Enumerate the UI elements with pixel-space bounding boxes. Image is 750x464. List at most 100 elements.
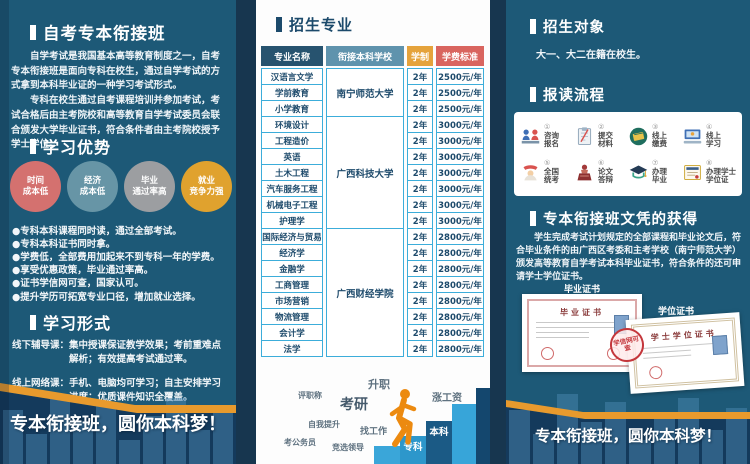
process-step: ⑧ 办理学士 学位证 [682, 154, 736, 190]
advantage-point: ●专科本科证书同时拿。 [12, 239, 116, 251]
certificate-text-line [642, 349, 692, 354]
study-form-label: 线上网络课： [12, 377, 70, 389]
study-form-text: 手机、电脑均可学习；自主安排学习进度；优质课件知识全覆盖。 [69, 377, 222, 403]
degree-cert-label: 学位证书 [658, 307, 695, 317]
table-cell-fee: 3000元/年 [436, 196, 484, 213]
advantage-circle-label: 成本低 [22, 186, 49, 197]
advantage-circle: 毕业 通过率高 [124, 161, 175, 212]
process-step-label: 学位证 [706, 174, 729, 184]
left-panel: 自考专本衔接班 自学考试是我国基本高等教育制度之一，自考专本衔接班是面向专科在校… [0, 0, 236, 464]
career-goal-label: 找工作 [360, 427, 388, 437]
process-step-label: 办理学士 [706, 166, 736, 176]
table-cell-fee: 3000元/年 [436, 164, 484, 181]
table-cell-major: 学前教育 [261, 84, 323, 101]
graduation-cert-label: 毕业证书 [564, 285, 601, 295]
certificate-text-line [536, 322, 620, 323]
process-step: ⑦ 办理 毕业 [628, 154, 682, 190]
heading-bars-icon [30, 138, 36, 154]
degree-certificate-image: 学士学位证书 [625, 312, 745, 394]
heading-bars-icon [530, 87, 536, 102]
certificate-title: 毕业证书 [560, 308, 604, 317]
certificate-text-line [536, 332, 589, 333]
right-panel: 招生对象 大一、大二在籍在校生。 报读流程 ① 咨询 报名 ② 提交 材料 ③ 线上 缴费 ④ 线上… [506, 0, 750, 464]
table-cell-major: 土木工程 [261, 164, 323, 181]
school-cell: 广西科技大学 [326, 116, 404, 229]
process-step-label: 毕业 [652, 174, 667, 184]
school-cell: 南宁师范大学 [326, 68, 404, 117]
diploma-heading: 专本衔接班文凭的获得 [530, 208, 698, 229]
process-step-text: ③ 线上 缴费 [652, 122, 667, 149]
table-cell-year: 2年 [407, 340, 433, 357]
career-goal-label: 自我提升 [308, 420, 340, 429]
table-cell-year: 2年 [407, 196, 433, 213]
process-heading: 报读流程 [530, 84, 605, 105]
study-form-item: 线下辅导课： 集中授课保证教学效果；考前重难点解析；有效提高考试通过率。 [12, 339, 230, 368]
table-cell-fee: 3000元/年 [436, 148, 484, 165]
table-cell-fee: 2800元/年 [436, 244, 484, 261]
career-goal-label: 涨工资 [432, 393, 462, 404]
process-step-text: ② 提交 材料 [598, 123, 613, 149]
certificate-text-line [536, 327, 620, 328]
table-cell-year: 2年 [407, 324, 433, 341]
advantage-circle-label: 就业 [197, 175, 215, 186]
process-step-text: ⑦ 办理 毕业 [652, 158, 667, 185]
advantages-heading: 学习优势 [30, 134, 111, 158]
panel-edge-shade [0, 0, 9, 464]
table-cell-fee: 2800元/年 [436, 292, 484, 309]
process-step-label: 办理 [652, 166, 667, 176]
stair-step-bachelor: 本科 [426, 421, 452, 464]
table-cell-major: 工程造价 [261, 132, 323, 149]
table-cell-fee: 3000元/年 [436, 180, 484, 197]
process-step-number: ③ [652, 122, 659, 131]
study-form-text: 集中授课保证教学效果；考前重难点解析；有效提高考试通过率。 [69, 340, 222, 366]
table-cell-major: 工商管理 [261, 276, 323, 293]
target-heading: 招生对象 [530, 16, 605, 37]
defense-icon [574, 162, 595, 183]
stair-step [452, 404, 476, 464]
table-column-header: 专业名称 [261, 46, 323, 66]
stair-step [374, 446, 400, 464]
table-cell-fee: 2500元/年 [436, 68, 484, 85]
process-step-label: 线上 [706, 130, 721, 140]
advantage-circle-label: 毕业 [140, 175, 158, 186]
online-study-icon [682, 126, 703, 147]
process-step-text: ⑧ 办理学士 学位证 [706, 159, 736, 185]
table-cell-year: 2年 [407, 276, 433, 293]
career-goal-label: 考公务员 [284, 438, 316, 447]
table-cell-fee: 2500元/年 [436, 84, 484, 101]
table-column-header: 衔接本科学校 [326, 46, 404, 66]
certificate-text-line [643, 354, 692, 359]
table-cell-year: 2年 [407, 132, 433, 149]
process-step-label: 学习 [706, 138, 721, 148]
certificate-frame: 学士学位证书 [630, 317, 740, 389]
process-step-number: ⑤ [544, 158, 551, 167]
middle-panel: 招生专业 专业名称 汉语言文学 学前教育 小学教育 环境设计 工程造价 英语 土木工程 汽车服务… [256, 0, 490, 464]
diploma-text: 学生完成考试计划规定的全部课程和毕业论文后，符合毕业条件的由广西区考委和主考学校… [516, 233, 742, 283]
process-step-text: ① 咨询 报名 [544, 123, 559, 149]
career-goal-label: 竞选领导 [332, 443, 364, 452]
certificate-text-line [642, 342, 719, 349]
advantage-circle-label: 时间 [26, 175, 44, 186]
table-cell-year: 2年 [407, 292, 433, 309]
stair-label-bachelor: 本科 [429, 427, 449, 438]
advantage-circle: 经济 成本低 [67, 161, 118, 212]
process-step-number: ⑦ [652, 158, 659, 167]
career-goal-label: 考研 [340, 397, 368, 413]
process-step: ② 提交 材料 [574, 118, 628, 154]
graduation-icon [628, 162, 649, 183]
page-title: 自考专本衔接班 [43, 24, 166, 43]
table-column: 学费标准 2500元/年 2500元/年 2500元/年 3000元/年 3000元/年 3… [436, 46, 484, 357]
heading-bars-icon [530, 19, 536, 34]
table-cell-year: 2年 [407, 164, 433, 181]
slogan-banner: 专本衔接班，圆你本科梦！ [10, 414, 226, 435]
study-form-heading: 学习形式 [30, 310, 111, 334]
study-form-item: 线上网络课： 手机、电脑均可学习；自主安排学习进度；优质课件知识全覆盖。 [12, 377, 230, 406]
process-step-label: 线上 [652, 130, 667, 140]
majors-title: 招生专业 [289, 16, 354, 34]
process-title: 报读流程 [543, 88, 605, 104]
exam-icon [520, 162, 541, 183]
certificate-text-line [536, 337, 589, 338]
study-form-list: 线下辅导课： 集中授课保证教学效果；考前重难点解析；有效提高考试通过率。 线上网络课… [12, 339, 230, 414]
table-cell-year: 2年 [407, 148, 433, 165]
process-step: ③ 线上 缴费 [628, 118, 682, 154]
